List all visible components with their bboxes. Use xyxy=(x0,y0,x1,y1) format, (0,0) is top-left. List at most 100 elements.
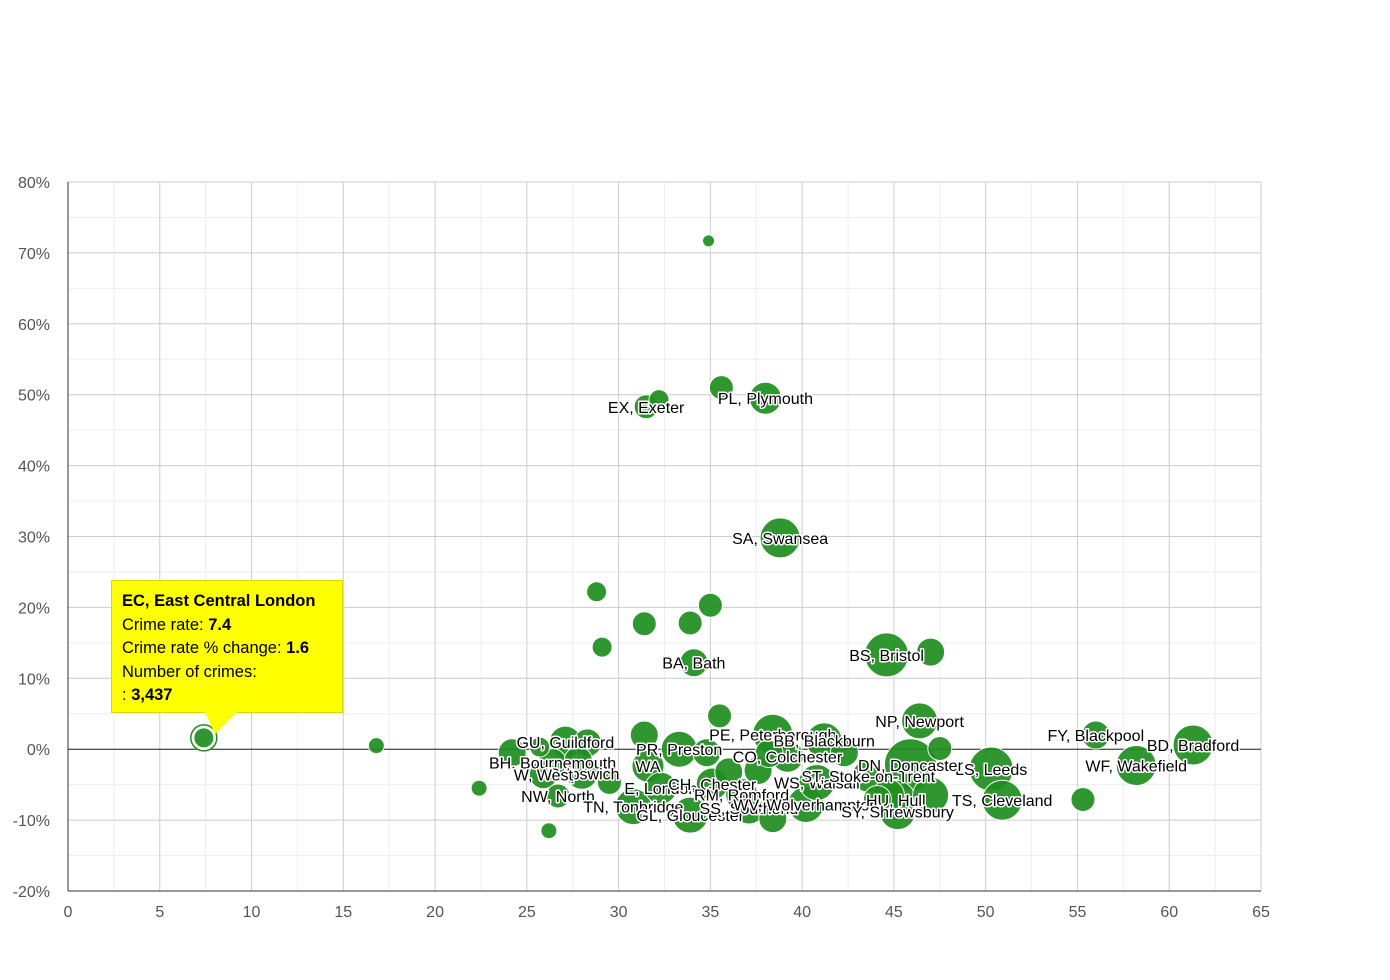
point-label: LS, Leeds xyxy=(955,762,1027,779)
data-point xyxy=(529,736,551,758)
data-point xyxy=(916,637,946,667)
x-tick-label: 55 xyxy=(1069,904,1087,921)
point-label: SA, Swansea xyxy=(732,531,828,548)
tooltip-crimes-prefix: : xyxy=(122,686,127,704)
data-point xyxy=(677,610,703,636)
point-label: DN, Doncaster xyxy=(858,758,964,775)
point-label: RM, Romford xyxy=(694,788,789,805)
data-point xyxy=(671,796,709,834)
x-tick-label: 60 xyxy=(1160,904,1178,921)
tooltip-change-value: 1.6 xyxy=(286,639,310,657)
point-label: WA xyxy=(635,759,661,776)
data-point xyxy=(829,738,859,768)
point-label: PE, Peterborough xyxy=(709,727,836,744)
data-point xyxy=(367,737,385,755)
data-point xyxy=(901,702,939,740)
x-tick-label: 50 xyxy=(977,904,995,921)
point-label: SS, Southend xyxy=(700,801,799,818)
point-label: PR, Preston xyxy=(636,742,722,759)
data-point xyxy=(927,735,953,761)
data-point xyxy=(748,381,782,415)
data-point xyxy=(631,611,657,637)
point-label: ST, Stoke-on-Trent xyxy=(801,769,935,786)
point-label: CO, Colchester xyxy=(733,749,843,766)
data-point xyxy=(798,764,836,802)
tooltip-pointer xyxy=(205,712,237,734)
point-label: NW, North xyxy=(521,789,595,806)
data-point xyxy=(545,783,571,809)
point-label: PL, Plymouth xyxy=(718,391,813,408)
x-tick-label: 10 xyxy=(243,904,261,921)
data-point xyxy=(862,785,892,815)
y-tick-label: 60% xyxy=(18,317,50,334)
x-tick-label: 0 xyxy=(64,904,73,921)
data-point xyxy=(912,776,950,814)
data-point xyxy=(697,592,723,618)
data-point xyxy=(614,788,652,826)
tooltip-crimes-value: 3,437 xyxy=(131,686,173,704)
data-point xyxy=(864,632,910,678)
data-point xyxy=(497,738,527,768)
y-tick-label: -10% xyxy=(13,813,50,830)
y-tick-label: -20% xyxy=(13,884,50,901)
point-label: BA, Bath xyxy=(662,656,725,673)
data-point xyxy=(1081,720,1111,750)
data-point xyxy=(981,779,1023,821)
data-point xyxy=(528,760,558,790)
data-point xyxy=(648,389,670,411)
data-point xyxy=(708,375,734,401)
x-tick-label: 40 xyxy=(793,904,811,921)
data-point xyxy=(759,517,801,559)
point-label: W, West xyxy=(514,768,574,785)
y-tick-label: 40% xyxy=(18,459,50,476)
y-tick-label: 30% xyxy=(18,530,50,547)
data-point xyxy=(1115,745,1157,787)
data-point xyxy=(563,746,593,776)
x-tick-label: 20 xyxy=(426,904,444,921)
x-tick-label: 25 xyxy=(518,904,536,921)
y-tick-label: 70% xyxy=(18,246,50,263)
tooltip-rate-label: Crime rate: xyxy=(122,615,204,634)
data-point xyxy=(540,822,558,840)
data-point xyxy=(754,738,784,768)
point-label: TS, Cleveland xyxy=(952,793,1053,810)
tooltip-change-label: Crime rate % change: xyxy=(122,639,282,657)
point-label: BB, Blackburn xyxy=(773,734,874,751)
point-label: WV, Wolverhampton xyxy=(733,798,878,815)
point-label: CH, Chester xyxy=(668,777,757,794)
data-point xyxy=(702,234,716,248)
point-label: SY, Shrewsbury xyxy=(841,805,954,822)
point-label: GU, Guildford xyxy=(516,735,614,752)
point-label: NP, Newport xyxy=(875,714,964,731)
x-tick-label: 35 xyxy=(701,904,719,921)
y-tick-label: 20% xyxy=(18,600,50,617)
point-label: BS, Bristol xyxy=(849,648,924,665)
data-point xyxy=(758,804,788,834)
y-tick-label: 50% xyxy=(18,388,50,405)
tooltip-title: EC, East Central London xyxy=(122,592,316,610)
y-tick-label: 0% xyxy=(27,742,50,759)
point-label: BH, Bournemouth xyxy=(489,756,616,773)
data-points xyxy=(190,234,1214,840)
data-point xyxy=(629,720,659,750)
data-point xyxy=(714,757,744,787)
data-point xyxy=(596,770,622,796)
data-point xyxy=(644,771,678,805)
y-tick-label: 10% xyxy=(18,671,50,688)
tooltip: EC, East Central London Crime rate: 7.4 … xyxy=(111,580,343,713)
data-point xyxy=(1070,787,1096,813)
y-tick-label: 80% xyxy=(18,175,50,192)
data-point xyxy=(679,648,709,678)
point-label: EX, Exeter xyxy=(608,400,685,417)
data-point xyxy=(470,779,488,797)
point-label: WS, Walsall xyxy=(774,776,860,793)
x-tick-label: 65 xyxy=(1252,904,1270,921)
data-point xyxy=(707,703,733,729)
point-label: IP, Ipswich xyxy=(544,766,619,783)
point-label: HU, Hull xyxy=(866,793,926,810)
x-tick-label: 30 xyxy=(610,904,628,921)
x-tick-label: 15 xyxy=(334,904,352,921)
data-point xyxy=(586,581,608,603)
data-point xyxy=(591,636,613,658)
